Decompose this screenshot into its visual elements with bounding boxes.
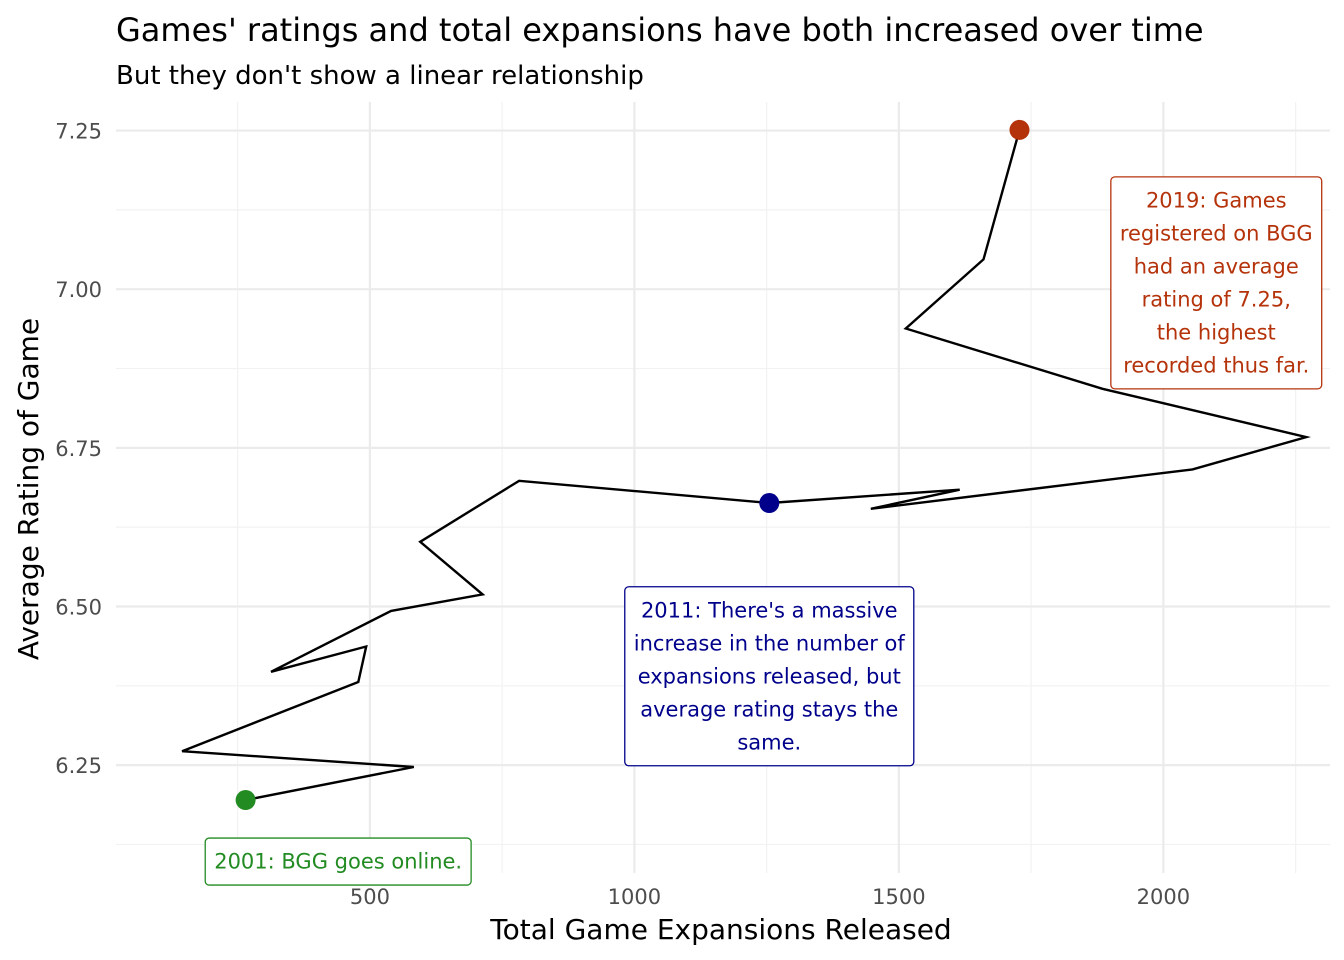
x-tick-label: 1000 [608,885,661,909]
y-tick-label: 6.75 [55,437,102,461]
annotation-line: recorded thus far. [1123,353,1309,377]
y-tick-labels: 6.25 6.50 6.75 7.00 7.25 [55,120,102,779]
annotation-line: expansions released, but [638,664,901,688]
series-layer [181,129,1311,802]
series-line [181,129,1311,802]
highlight-points [235,119,1030,811]
annotation-label: 2011: There's a massive increase in the n… [624,586,915,767]
annotation-line: had an average [1134,254,1299,278]
y-tick-label: 7.00 [55,278,102,302]
annotation-line: same. [737,730,801,754]
annotation-label: 2001: BGG goes online. [204,837,472,886]
chart-subtitle: But they don't show a linear relationshi… [116,61,644,91]
annotation-line: the highest [1157,320,1276,344]
annotation-line: 2011: There's a massive [641,598,898,622]
y-tick-label: 7.25 [55,120,102,144]
annotation-line: 2019: Games [1146,188,1287,212]
annotation-line: increase in the number of [634,631,906,655]
chart-title: Games' ratings and total expansions have… [116,11,1204,49]
annotation-line: 2001: BGG goes online. [214,850,462,874]
highlight-point [1009,119,1030,140]
highlight-point [759,493,780,514]
highlight-point [235,790,256,811]
x-tick-labels: 500 1000 1500 2000 [350,885,1190,909]
annotation-label: 2019: Games registered on BGG had an avera… [1110,176,1323,390]
annotation-line: average rating stays the [640,697,898,721]
x-axis-title: Total Game Expansions Released [489,913,951,946]
x-tick-label: 2000 [1137,885,1190,909]
annotation-box [204,837,472,886]
annotation-line: registered on BGG [1120,221,1313,245]
y-tick-label: 6.50 [55,595,102,619]
x-tick-label: 500 [350,885,390,909]
y-axis-title: Average Rating of Game [12,318,45,660]
annotation-box [624,586,915,767]
annotation-line: rating of 7.25, [1142,287,1291,311]
annotations: 2001: BGG goes online. 2011: There's a ma… [204,176,1323,886]
y-tick-label: 6.25 [55,754,102,778]
x-tick-label: 1500 [872,885,925,909]
annotation-box [1110,176,1323,390]
